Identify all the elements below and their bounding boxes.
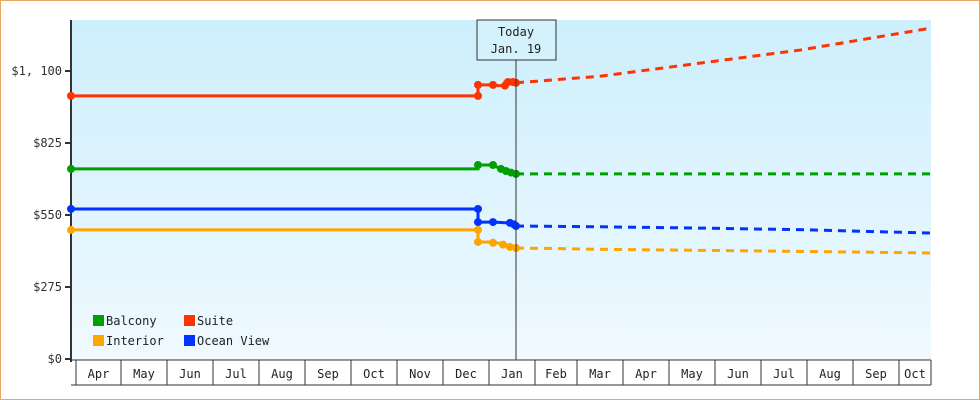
data-point[interactable] <box>67 225 75 234</box>
data-point[interactable] <box>474 225 482 234</box>
data-point[interactable] <box>489 218 497 227</box>
data-point[interactable] <box>474 160 482 169</box>
data-point[interactable] <box>67 91 75 100</box>
x-tick-label: Jan <box>501 367 523 381</box>
today-date: Jan. 19 <box>491 42 542 56</box>
x-tick-label: Feb <box>545 367 567 381</box>
data-point[interactable] <box>474 204 482 213</box>
legend-label: Suite <box>197 314 233 328</box>
legend-swatch <box>184 315 195 326</box>
legend-label: Ocean View <box>197 334 270 348</box>
legend: Balcony Suite Interior Ocean View <box>93 314 270 348</box>
legend-item-balcony[interactable]: Balcony <box>93 314 157 328</box>
y-tick-label: $1, 100 <box>11 64 62 78</box>
data-point[interactable] <box>506 242 514 251</box>
data-point[interactable] <box>67 204 75 213</box>
legend-item-interior[interactable]: Interior <box>93 334 164 348</box>
y-tick-label: $275 <box>33 280 62 294</box>
series-balcony <box>67 160 931 178</box>
x-tick-label: Jun <box>179 367 201 381</box>
series-suite <box>67 26 932 100</box>
data-point[interactable] <box>474 218 482 227</box>
y-tick-label: $0 <box>48 352 62 366</box>
today-marker: Today Jan. 19 <box>476 19 557 360</box>
x-tick-label: Oct <box>363 367 385 381</box>
data-point[interactable] <box>499 240 507 249</box>
data-point[interactable] <box>474 237 482 246</box>
series-lines <box>67 26 932 255</box>
y-tick-label: $550 <box>33 208 62 222</box>
data-point[interactable] <box>474 80 482 89</box>
x-tick-label: Jun <box>727 367 749 381</box>
legend-swatch <box>93 335 104 346</box>
x-tick-label: Mar <box>589 367 611 381</box>
y-axis: $0 $275 $550 $825 $1, 100 <box>11 20 72 366</box>
series-interior <box>67 225 932 255</box>
x-tick-label: Sep <box>865 367 887 381</box>
data-point[interactable] <box>474 91 482 100</box>
legend-item-ocean-view[interactable]: Ocean View <box>184 334 270 348</box>
x-axis: Apr May Jun Jul Aug Sep Oct Nov Dec Jan Feb Mar Apr M… <box>71 359 932 386</box>
legend-label: Balcony <box>106 314 157 328</box>
x-tick-label: Apr <box>88 367 110 381</box>
x-tick-label: Jul <box>773 367 795 381</box>
plot-area <box>71 20 931 360</box>
x-tick-label: May <box>681 367 703 381</box>
x-tick-label: Jul <box>225 367 247 381</box>
x-tick-label: Dec <box>455 367 477 381</box>
legend-swatch <box>93 315 104 326</box>
x-tick-label: Sep <box>317 367 339 381</box>
today-label: Today <box>498 25 534 39</box>
legend-item-suite[interactable]: Suite <box>184 314 233 328</box>
data-point[interactable] <box>67 164 75 173</box>
x-tick-label: Nov <box>409 367 431 381</box>
data-point[interactable] <box>489 238 497 247</box>
data-point[interactable] <box>489 80 497 89</box>
legend-swatch <box>184 335 195 346</box>
y-tick-label: $825 <box>33 136 62 150</box>
x-tick-label: Oct <box>904 367 926 381</box>
x-tick-label: Aug <box>271 367 293 381</box>
legend-label: Interior <box>106 334 164 348</box>
x-tick-label: Aug <box>819 367 841 381</box>
x-tick-label: Apr <box>635 367 657 381</box>
data-point[interactable] <box>489 160 497 169</box>
x-tick-label: May <box>133 367 155 381</box>
